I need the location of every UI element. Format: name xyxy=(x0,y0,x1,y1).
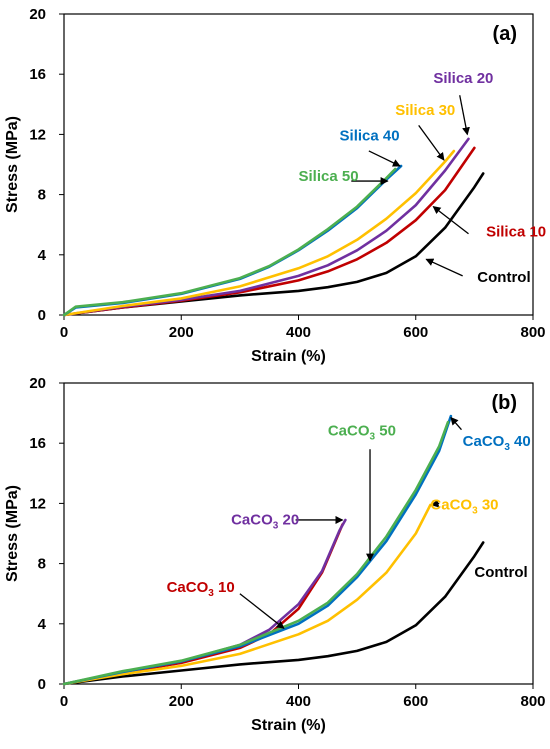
y-tick-label: 4 xyxy=(38,616,47,633)
annotation-subscript: 3 xyxy=(370,432,376,443)
y-tick-label: 8 xyxy=(38,187,46,204)
y-tick-label: 0 xyxy=(38,676,46,693)
annotation-text: CaCO xyxy=(430,496,472,513)
annotation-arrow xyxy=(418,124,445,161)
y-tick-label: 12 xyxy=(29,495,46,512)
annotation-arrow xyxy=(450,416,462,431)
annotation-text: CaCO xyxy=(167,579,209,596)
annotation-suffix: 50 xyxy=(375,423,396,440)
x-axis-label: Strain (%) xyxy=(251,348,326,365)
series-line-control xyxy=(62,541,485,686)
annotation-subscript: 3 xyxy=(472,505,478,516)
x-tick-label: 400 xyxy=(286,324,311,341)
annotation-subscript: 3 xyxy=(504,442,510,453)
chart-panel-b: 0 200 400 600 800 0 4 8 12 16 20 Strain (%) Stress (… xyxy=(4,375,546,734)
series-line-caco3-30 xyxy=(62,503,432,686)
x-tick-label: 0 xyxy=(60,693,68,710)
x-tick-label: 200 xyxy=(169,324,194,341)
y-tick-label: 4 xyxy=(38,247,47,264)
annotation-label: Silica 20 xyxy=(433,70,493,87)
y-axis-label: Stress (MPa) xyxy=(4,116,21,213)
x-tick-label: 0 xyxy=(60,324,68,341)
annotation-label: Silica 30 xyxy=(395,102,455,119)
y-axis-label: Stress (MPa) xyxy=(4,485,21,582)
annotation-label: CaCO3 30 xyxy=(430,496,498,516)
annotation-label: Silica 50 xyxy=(299,168,359,185)
annotation-text: Control xyxy=(477,269,530,286)
annotation-label: Silica 10 xyxy=(486,224,546,241)
y-tick-label: 16 xyxy=(29,66,46,83)
annotation-text: Silica 10 xyxy=(486,224,546,241)
x-tick-label: 600 xyxy=(403,324,428,341)
annotation-label: Control xyxy=(474,564,527,581)
annotation-text: Silica 40 xyxy=(340,127,400,144)
annotation-subscript: 3 xyxy=(208,588,214,599)
annotation-label: CaCO3 40 xyxy=(463,433,531,453)
y-tick-label: 0 xyxy=(38,307,46,324)
annotation-text: CaCO xyxy=(328,423,370,440)
series-line-control xyxy=(62,172,485,317)
annotation-arrow xyxy=(425,258,463,277)
annotation-text: Control xyxy=(474,564,527,581)
annotation-subscript: 3 xyxy=(273,520,279,531)
annotation-label: CaCO3 10 xyxy=(167,579,235,599)
annotation-text: Silica 50 xyxy=(299,168,359,185)
annotation-label: Control xyxy=(477,269,530,286)
series-line-caco3-40 xyxy=(62,414,453,686)
y-tick-label: 20 xyxy=(29,6,46,23)
annotation-text: CaCO xyxy=(231,511,273,528)
x-axis-label: Strain (%) xyxy=(251,717,326,734)
annotation-suffix: 20 xyxy=(278,511,299,528)
y-tick-label: 12 xyxy=(29,126,46,143)
annotation-text: CaCO xyxy=(463,433,505,450)
annotation-label: Silica 40 xyxy=(340,127,400,144)
x-tick-label: 800 xyxy=(520,324,545,341)
plot-frame xyxy=(63,382,534,685)
chart-panel-a: 0 200 400 600 800 0 4 8 12 16 20 Strain (%) Stress (… xyxy=(4,6,546,365)
panel-label: (b) xyxy=(491,392,517,414)
x-tick-label: 600 xyxy=(403,693,428,710)
annotation-arrow xyxy=(239,593,285,629)
annotation-label: CaCO3 20 xyxy=(231,511,299,531)
series-line-caco3-50 xyxy=(62,420,450,686)
annotation-arrow xyxy=(459,95,470,136)
annotation-suffix: 10 xyxy=(214,579,235,596)
annotation-suffix: 40 xyxy=(510,433,531,450)
annotation-text: Silica 20 xyxy=(433,70,493,87)
series-line-silica-10 xyxy=(62,146,476,317)
annotation-arrow xyxy=(368,150,401,167)
panel-label: (a) xyxy=(493,23,517,45)
y-tick-label: 16 xyxy=(29,435,46,452)
annotation-arrow xyxy=(430,499,440,508)
annotation-text: Silica 30 xyxy=(395,102,455,119)
x-tick-label: 800 xyxy=(520,693,545,710)
annotation-arrow xyxy=(432,206,469,235)
x-tick-label: 200 xyxy=(169,693,194,710)
series-line-silica-30 xyxy=(62,149,456,317)
series-line-silica-50 xyxy=(62,167,397,317)
y-tick-label: 20 xyxy=(29,375,46,392)
x-tick-label: 400 xyxy=(286,693,311,710)
annotation-label: CaCO3 50 xyxy=(328,423,396,443)
annotation-suffix: 30 xyxy=(478,496,499,513)
y-tick-label: 8 xyxy=(38,556,46,573)
